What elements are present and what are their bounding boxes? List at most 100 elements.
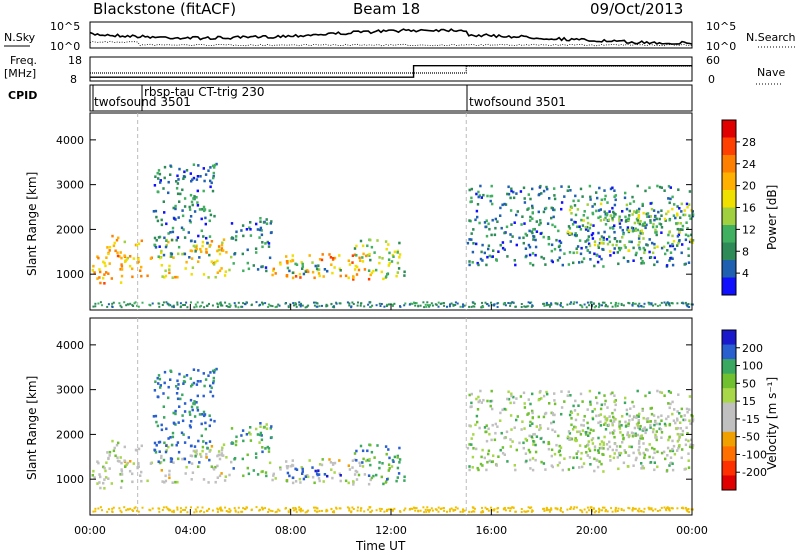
- power-cell: [660, 231, 663, 234]
- velocity-cell: [396, 456, 399, 459]
- velocity-cell: [642, 451, 645, 455]
- velocity-cell: [397, 472, 401, 475]
- velocity-cell: [291, 476, 295, 480]
- velocity-cell: [531, 509, 534, 512]
- velocity-cell: [166, 507, 169, 510]
- velocity-cell: [583, 508, 586, 511]
- power-cell: [237, 306, 240, 309]
- power-cell: [379, 305, 382, 307]
- power-cell: [378, 302, 381, 305]
- power-cell: [621, 210, 624, 213]
- velocity-cell: [665, 508, 667, 511]
- velocity-cell: [301, 470, 304, 473]
- power-cell: [321, 304, 323, 307]
- power-cell: [291, 259, 295, 262]
- power-cell: [140, 274, 143, 278]
- velocity-cell: [371, 509, 374, 512]
- power-cell: [298, 272, 302, 276]
- power-cell: [666, 241, 670, 245]
- velocity-cell: [170, 460, 173, 463]
- power-cell: [339, 269, 342, 272]
- power-cell: [355, 244, 358, 248]
- power-cell: [380, 303, 383, 305]
- power-cell: [167, 240, 170, 244]
- power-cell: [101, 304, 103, 307]
- power-cell: [598, 186, 601, 190]
- velocity-cell: [96, 460, 99, 463]
- velocity-cell: [545, 509, 548, 512]
- freq-tick-top: 18: [68, 54, 82, 67]
- velocity-cell: [578, 430, 581, 433]
- velocity-cell: [165, 506, 168, 509]
- power-cell: [261, 245, 264, 249]
- power-cell: [218, 248, 221, 252]
- velocity-cell: [499, 419, 502, 422]
- cbar-tick-label: -50: [742, 431, 760, 444]
- power-cell: [370, 245, 374, 249]
- power-cell: [523, 222, 526, 225]
- power-cell: [586, 301, 589, 304]
- power-cell: [501, 241, 505, 244]
- power-cell: [112, 244, 116, 248]
- power-cell: [259, 226, 263, 230]
- velocity-cell: [242, 507, 245, 510]
- velocity-cell: [270, 436, 273, 439]
- velocity-cell: [369, 506, 372, 509]
- power-cell: [181, 214, 185, 218]
- power-cell: [139, 269, 142, 272]
- velocity-cell: [653, 468, 656, 472]
- velocity-cell: [523, 510, 526, 513]
- power-cell: [183, 170, 186, 174]
- velocity-cell: [684, 418, 687, 422]
- power-cell: [292, 302, 295, 305]
- velocity-cell: [174, 412, 177, 416]
- velocity-cell: [534, 443, 537, 447]
- velocity-cell: [91, 474, 94, 477]
- velocity-cell: [187, 436, 190, 439]
- velocity-cell: [164, 479, 168, 483]
- power-cell: [636, 209, 639, 212]
- power-cell: [654, 303, 657, 306]
- power-cell: [295, 263, 299, 266]
- velocity-cell: [503, 453, 506, 456]
- velocity-cell: [225, 456, 228, 459]
- velocity-cell: [642, 510, 645, 513]
- velocity-cell: [321, 458, 324, 461]
- velocity-cell: [426, 509, 429, 512]
- power-cell: [140, 265, 143, 269]
- power-cell: [618, 222, 622, 225]
- velocity-cell: [117, 441, 120, 445]
- power-cell: [618, 248, 621, 252]
- power-cell: [515, 192, 518, 195]
- power-cell: [261, 265, 264, 268]
- power-cell: [583, 303, 586, 306]
- power-cell: [384, 240, 388, 243]
- velocity-cell: [650, 507, 653, 510]
- power-cell: [470, 232, 473, 235]
- velocity-cell: [259, 425, 262, 428]
- power-cell: [311, 270, 315, 274]
- velocity-cell: [163, 481, 166, 484]
- velocity-cell: [212, 468, 216, 471]
- velocity-cell: [140, 470, 143, 474]
- velocity-cell: [219, 507, 221, 510]
- velocity-cell: [624, 425, 628, 428]
- velocity-cell: [387, 448, 390, 451]
- velocity-cell: [192, 402, 195, 405]
- velocity-cell: [154, 380, 157, 383]
- velocity-cell: [524, 452, 528, 455]
- velocity-cell: [664, 457, 667, 461]
- cpid-seg-2: rbsp-tau CT-trig 230: [144, 85, 264, 99]
- power-cell: [249, 221, 252, 224]
- velocity-cell: [211, 509, 214, 512]
- velocity-cell: [106, 510, 109, 513]
- velocity-cell: [112, 506, 115, 509]
- power-cell: [655, 225, 658, 228]
- power-cell: [566, 303, 569, 306]
- velocity-cell: [570, 423, 573, 427]
- power-cell: [604, 223, 608, 226]
- power-cell: [371, 304, 374, 307]
- power-cell: [203, 208, 207, 211]
- velocity-cell: [621, 415, 624, 418]
- velocity-cell: [515, 418, 518, 422]
